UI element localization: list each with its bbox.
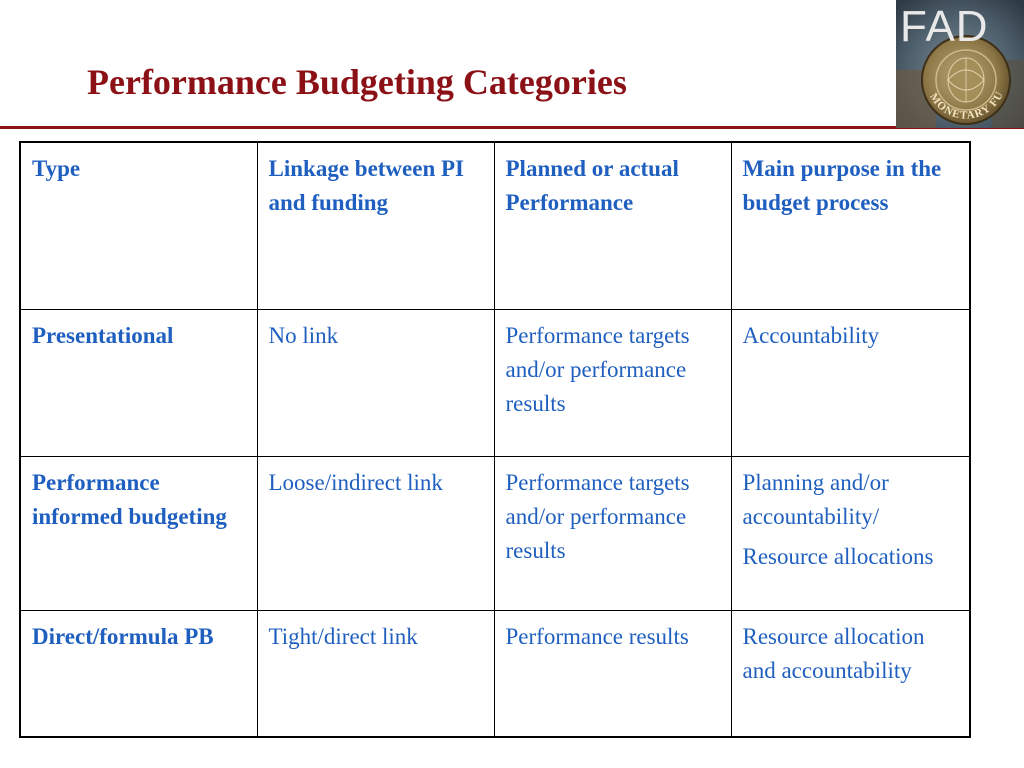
cell-performance: Performance targets and/or performance r… <box>493 308 732 457</box>
imf-seal-graphic: MONETARY FUND <box>896 0 1024 128</box>
cell-linkage: No link <box>256 308 495 457</box>
cell-type: Performance informed budgeting <box>19 455 258 611</box>
fad-logo: MONETARY FUND FAD <box>896 0 1024 128</box>
purpose-line: Planning and/or accountability/ <box>742 469 889 529</box>
cell-linkage: Tight/direct link <box>256 609 495 738</box>
table-row: Presentational No link Performance targe… <box>19 308 971 457</box>
title-divider <box>0 126 1024 129</box>
header-type: Type <box>19 141 258 310</box>
table-row: Direct/formula PB Tight/direct link Perf… <box>19 609 971 738</box>
header-linkage: Linkage between PI and funding <box>256 141 495 310</box>
logo-text: FAD <box>900 2 989 51</box>
purpose-line: Resource allocation and accountability <box>742 623 925 683</box>
cell-purpose: Resource allocation and accountability <box>730 609 971 738</box>
cell-performance: Performance targets and/or performance r… <box>493 455 732 611</box>
cell-type: Presentational <box>19 308 258 457</box>
cell-type: Direct/formula PB <box>19 609 258 738</box>
cell-purpose: Accountability <box>730 308 971 457</box>
categories-table: Type Linkage between PI and funding Plan… <box>19 141 971 738</box>
header-performance: Planned or actual Performance <box>493 141 732 310</box>
table-row: Performance informed budgeting Loose/ind… <box>19 455 971 611</box>
purpose-line: Accountability <box>742 322 880 348</box>
slide-title: Performance Budgeting Categories <box>87 62 627 102</box>
cell-performance: Performance results <box>493 609 732 738</box>
table-header-row: Type Linkage between PI and funding Plan… <box>19 141 971 310</box>
purpose-line: Resource allocations <box>742 543 934 569</box>
cell-purpose: Planning and/or accountability/ Resource… <box>730 455 971 611</box>
cell-linkage: Loose/indirect link <box>256 455 495 611</box>
header-purpose: Main purpose in the budget process <box>730 141 971 310</box>
